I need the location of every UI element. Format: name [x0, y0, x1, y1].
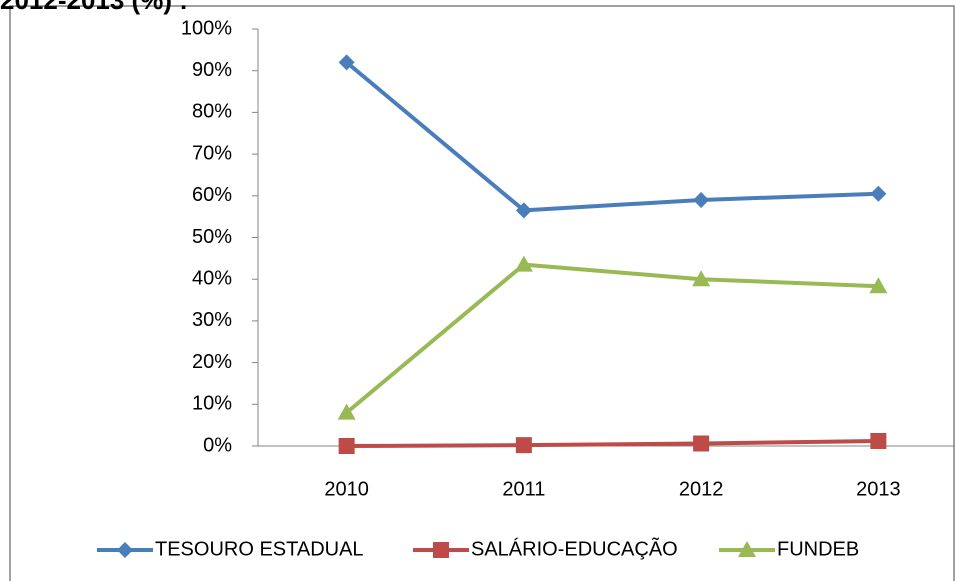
marker: [692, 270, 711, 287]
y-tick-label: 100%: [181, 17, 232, 39]
marker: [870, 185, 887, 202]
y-tick-label: 30%: [192, 309, 232, 331]
marker: [338, 438, 355, 454]
marker: [515, 202, 532, 219]
x-tick-label: 2013: [856, 478, 901, 500]
legend-label: TESOURO ESTADUAL: [155, 538, 364, 560]
series-line: [345, 60, 879, 213]
y-tick-label: 70%: [192, 142, 232, 164]
y-tick-label: 20%: [192, 351, 232, 373]
y-tick-label: 40%: [192, 267, 232, 289]
chart-frame: [9, 5, 955, 581]
y-tick-label: 90%: [192, 59, 232, 81]
marker: [433, 542, 449, 558]
marker: [870, 432, 887, 449]
marker: [693, 435, 710, 452]
marker: [869, 277, 888, 294]
x-tick-label: 2011: [502, 478, 545, 500]
legend-label: SALÁRIO-EDUCAÇÃO: [471, 536, 678, 560]
y-tick-label: 80%: [192, 101, 232, 123]
y-tick-label: 50%: [192, 226, 232, 248]
y-tick-label: 60%: [192, 184, 232, 206]
marker: [738, 541, 756, 557]
x-tick-label: 2010: [324, 478, 369, 500]
chart-title: 2012-2013 (%) :: [0, 0, 188, 15]
marker: [337, 403, 356, 420]
x-tick-label: 2012: [679, 478, 724, 500]
series-line: [345, 262, 879, 415]
marker: [515, 437, 532, 454]
y-tick-label: 0%: [203, 434, 232, 456]
legend-label: FUNDEB: [777, 538, 859, 560]
marker: [514, 255, 533, 272]
marker: [117, 542, 133, 558]
y-tick-label: 10%: [192, 393, 232, 415]
marker: [338, 54, 355, 71]
marker: [693, 191, 710, 208]
series-line: [346, 438, 879, 448]
